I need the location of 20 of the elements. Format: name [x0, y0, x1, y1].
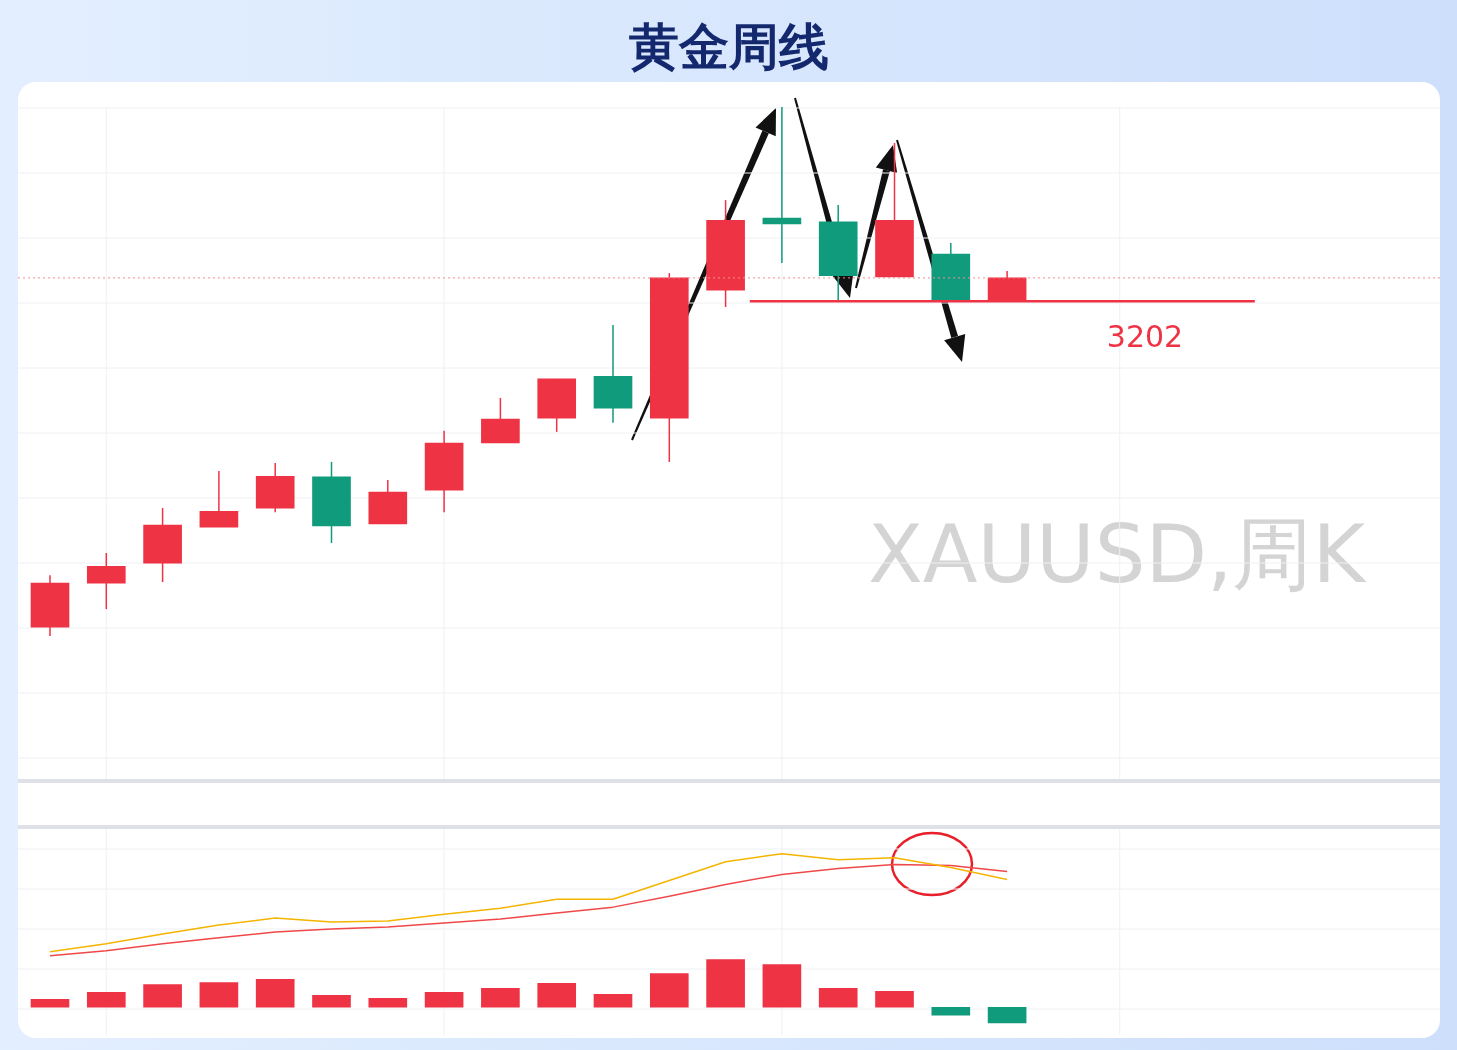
chart-title: 黄金周线: [627, 17, 830, 78]
bar: [875, 991, 914, 1008]
bar: [199, 982, 239, 1008]
bar: [649, 973, 689, 1008]
bar: [818, 988, 858, 1008]
text: 3202: [1106, 318, 1184, 354]
bar: [987, 1006, 1027, 1024]
bar: [537, 983, 577, 1008]
bar: [255, 979, 295, 1008]
bar: [86, 992, 126, 1008]
bar: [143, 984, 182, 1008]
bar: [30, 998, 70, 1008]
bar: [931, 1006, 971, 1016]
bar: [593, 993, 633, 1008]
bar: [424, 992, 464, 1008]
bar: [312, 995, 351, 1008]
bar: [481, 988, 520, 1008]
bar: [706, 959, 745, 1008]
bar: [368, 997, 408, 1008]
bar: [762, 964, 802, 1008]
